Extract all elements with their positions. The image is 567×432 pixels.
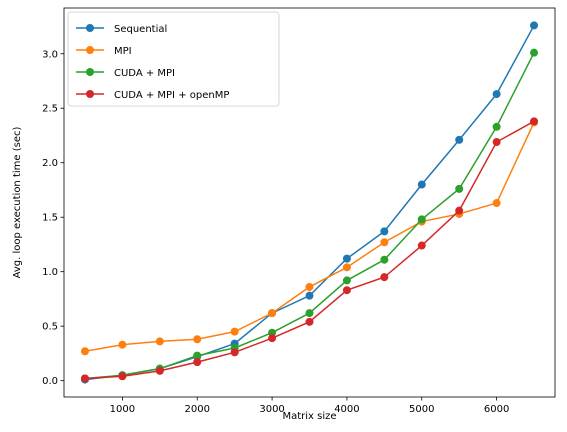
data-point: [268, 334, 277, 343]
data-point: [193, 358, 202, 367]
data-point: [492, 199, 501, 208]
y-tick-label: 1.0: [42, 267, 58, 278]
data-point: [155, 366, 164, 375]
data-point: [417, 241, 426, 250]
legend-item: CUDA + MPI + openMP: [76, 90, 229, 101]
data-point: [455, 135, 464, 144]
plot-frame: [63, 7, 556, 398]
legend-label: Sequential: [114, 24, 167, 35]
x-axis: 1000 2000 3000 4000 5000 6000: [110, 397, 509, 415]
legend-marker: [86, 90, 94, 98]
data-point: [80, 374, 89, 383]
data-point: [530, 21, 539, 30]
data-point: [342, 276, 351, 285]
y-tick-label: 2.0: [42, 158, 58, 169]
data-point: [455, 206, 464, 215]
x-tick-label: 4000: [334, 404, 359, 415]
y-axis-label: Avg. loop execution time (sec): [12, 127, 23, 279]
y-tick-label: 3.0: [42, 49, 58, 60]
legend-label: MPI: [114, 46, 132, 57]
legend-item: MPI: [76, 46, 132, 57]
data-point: [305, 309, 314, 318]
data-point: [305, 282, 314, 291]
series-3: [80, 117, 539, 383]
data-point: [193, 335, 202, 344]
data-point: [342, 286, 351, 295]
data-point: [417, 215, 426, 224]
data-point: [268, 309, 277, 318]
legend-box: [67, 11, 280, 107]
data-point: [492, 90, 501, 99]
data-point: [118, 340, 127, 349]
data-point: [492, 138, 501, 147]
data-point: [305, 291, 314, 300]
x-tick-label: 1000: [110, 404, 135, 415]
x-tick-label: 5000: [409, 404, 434, 415]
data-point: [342, 254, 351, 263]
legend-label: CUDA + MPI: [114, 68, 175, 79]
series-line: [84, 120, 535, 380]
legend-marker: [86, 46, 94, 54]
data-point: [530, 48, 539, 57]
data-point: [342, 263, 351, 272]
data-point: [155, 337, 164, 346]
data-point: [380, 227, 389, 236]
x-axis-label: Matrix size: [282, 411, 336, 422]
data-point: [380, 238, 389, 247]
x-tick-label: 6000: [484, 404, 509, 415]
legend-item: CUDA + MPI: [76, 68, 175, 79]
data-point: [530, 117, 539, 126]
legend-marker: [86, 24, 94, 32]
data-point: [305, 317, 314, 326]
data-point: [193, 351, 202, 360]
legend: Sequential MPI CUDA + MPI CUDA + MPI + open…: [67, 11, 280, 107]
y-tick-label: 2.5: [42, 104, 58, 115]
data-point: [380, 255, 389, 264]
data-point: [417, 180, 426, 189]
y-tick-label: 0.0: [42, 376, 58, 387]
legend-label: CUDA + MPI + openMP: [114, 90, 229, 101]
y-tick-label: 0.5: [42, 322, 58, 333]
data-point: [492, 122, 501, 131]
data-point: [230, 327, 239, 336]
x-tick-label: 2000: [185, 404, 210, 415]
series-layer: [80, 21, 539, 384]
data-point: [380, 273, 389, 282]
legend-marker: [86, 68, 94, 76]
data-point: [80, 347, 89, 356]
data-point: [455, 184, 464, 193]
data-point: [230, 348, 239, 357]
x-tick-label: 3000: [259, 404, 284, 415]
legend-item: Sequential: [76, 24, 167, 35]
y-tick-label: 1.5: [42, 213, 58, 224]
plot-area: [63, 7, 556, 398]
y-axis: 0.0 0.5 1.0 1.5 2.0 2.5 3.0: [42, 49, 64, 387]
data-point: [118, 372, 127, 381]
